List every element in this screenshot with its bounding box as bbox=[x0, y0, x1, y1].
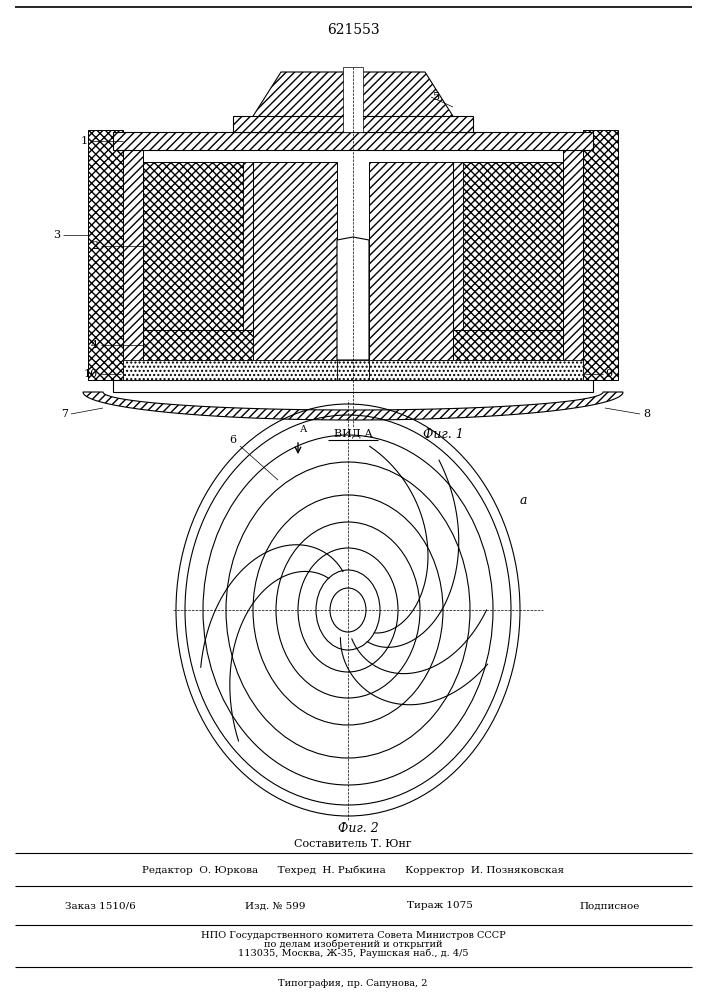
Text: 6: 6 bbox=[230, 435, 237, 445]
Text: 7: 7 bbox=[61, 409, 68, 419]
Polygon shape bbox=[253, 162, 337, 360]
Polygon shape bbox=[83, 392, 623, 420]
Polygon shape bbox=[123, 150, 143, 380]
Polygon shape bbox=[337, 360, 369, 380]
Polygon shape bbox=[343, 67, 363, 132]
Text: 1: 1 bbox=[81, 136, 88, 146]
Text: Подписное: Подписное bbox=[580, 902, 640, 910]
Polygon shape bbox=[563, 150, 583, 380]
Polygon shape bbox=[123, 360, 337, 380]
Polygon shape bbox=[243, 72, 463, 132]
Polygon shape bbox=[143, 330, 253, 360]
Polygon shape bbox=[369, 162, 453, 360]
Text: 621553: 621553 bbox=[327, 23, 380, 37]
Text: 8: 8 bbox=[643, 409, 650, 419]
Text: НПО Государственного комитета Совета Министров СССР: НПО Государственного комитета Совета Мин… bbox=[201, 930, 506, 940]
Polygon shape bbox=[453, 162, 463, 330]
Polygon shape bbox=[453, 330, 563, 360]
Polygon shape bbox=[243, 162, 253, 330]
Polygon shape bbox=[233, 116, 473, 132]
Text: Изд. № 599: Изд. № 599 bbox=[245, 902, 305, 910]
Text: 10: 10 bbox=[83, 369, 98, 379]
Text: 3: 3 bbox=[53, 230, 60, 240]
Text: Фиг. 1: Фиг. 1 bbox=[423, 428, 463, 440]
Polygon shape bbox=[463, 162, 563, 330]
Text: Заказ 1510/6: Заказ 1510/6 bbox=[64, 902, 135, 910]
Polygon shape bbox=[113, 380, 593, 392]
Text: ВИД А: ВИД А bbox=[334, 428, 373, 438]
Text: 2: 2 bbox=[91, 241, 98, 251]
Text: 4: 4 bbox=[91, 340, 98, 350]
Text: по делам изобретений и открытий: по делам изобретений и открытий bbox=[264, 939, 443, 949]
Text: Фиг. 2: Фиг. 2 bbox=[338, 822, 378, 834]
Text: А: А bbox=[300, 425, 308, 434]
Text: Типография, пр. Сапунова, 2: Типография, пр. Сапунова, 2 bbox=[279, 980, 428, 988]
Text: Составитель Т. Юнг: Составитель Т. Юнг bbox=[294, 839, 411, 849]
Polygon shape bbox=[113, 132, 593, 150]
Polygon shape bbox=[369, 360, 583, 380]
Text: Тираж 1075: Тираж 1075 bbox=[407, 902, 473, 910]
Text: a: a bbox=[519, 493, 527, 506]
Polygon shape bbox=[583, 130, 618, 380]
Text: 5: 5 bbox=[433, 92, 440, 102]
Polygon shape bbox=[337, 237, 369, 360]
Polygon shape bbox=[88, 130, 123, 380]
Text: 9: 9 bbox=[605, 369, 612, 379]
Text: 113035, Москва, Ж-35, Раушская наб., д. 4/5: 113035, Москва, Ж-35, Раушская наб., д. … bbox=[238, 948, 468, 958]
Polygon shape bbox=[143, 162, 243, 330]
Text: Редактор  О. Юркова      Техред  Н. Рыбкина      Корректор  И. Позняковская: Редактор О. Юркова Техред Н. Рыбкина Кор… bbox=[142, 865, 564, 875]
